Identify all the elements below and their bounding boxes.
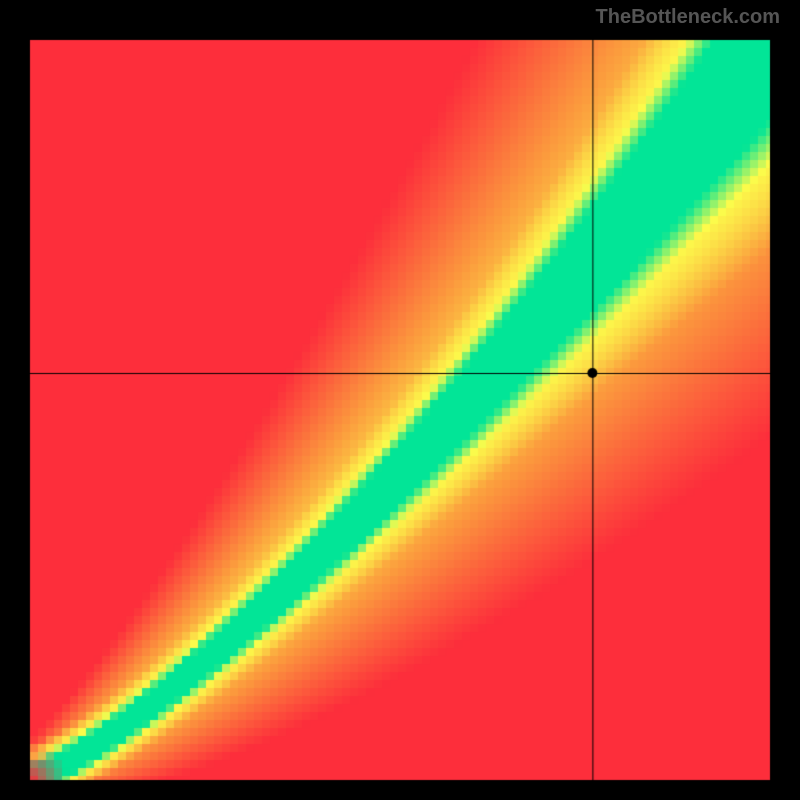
chart-container: TheBottleneck.com: [0, 0, 800, 800]
bottleneck-heatmap: [0, 0, 800, 800]
watermark-text: TheBottleneck.com: [596, 6, 780, 29]
